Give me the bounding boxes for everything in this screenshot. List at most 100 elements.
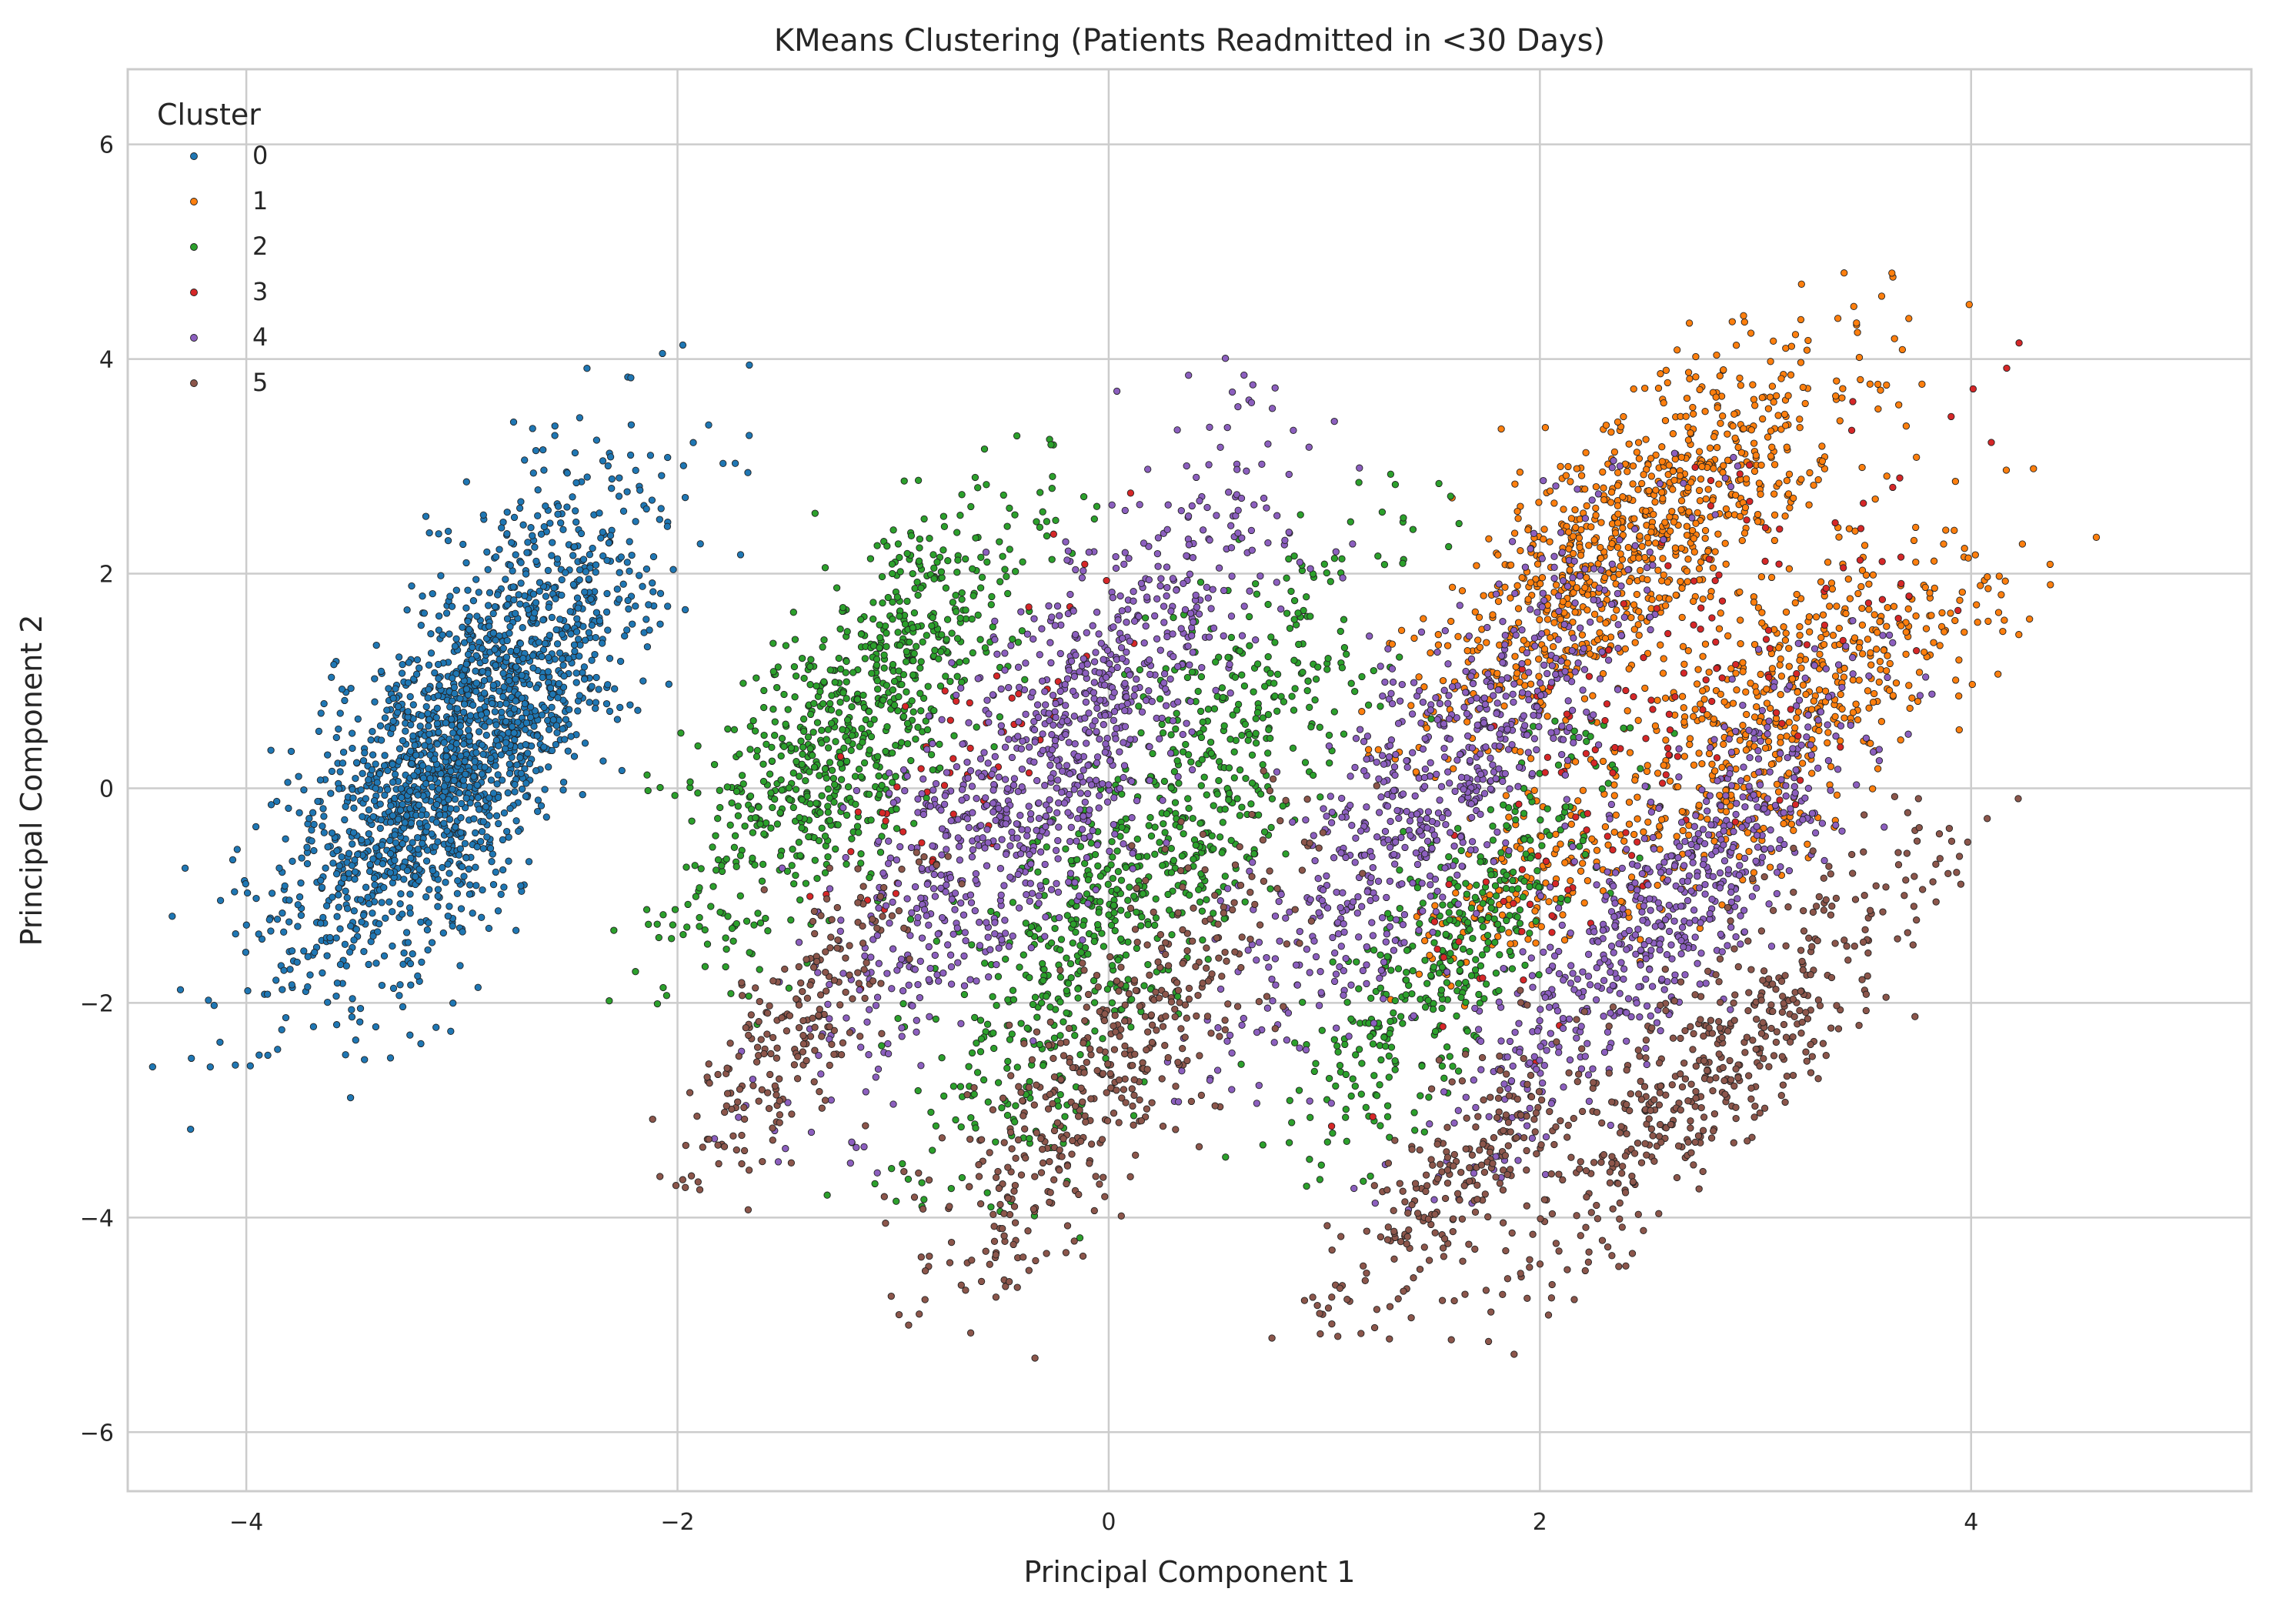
data-point (1188, 668, 1196, 676)
data-point (1019, 558, 1026, 566)
data-point (427, 649, 436, 657)
data-point (1168, 931, 1176, 939)
data-point (1610, 614, 1618, 622)
data-point (1051, 924, 1059, 933)
data-point (696, 540, 704, 548)
data-point (899, 713, 908, 720)
data-point (799, 743, 807, 751)
data-point (1435, 479, 1443, 488)
data-point (500, 809, 509, 817)
data-point (1858, 463, 1866, 472)
data-point (424, 694, 432, 702)
data-point (777, 776, 785, 784)
data-point (1610, 781, 1618, 789)
data-point (377, 816, 385, 824)
data-point (556, 616, 564, 623)
data-point (646, 626, 653, 634)
data-point (789, 609, 797, 616)
data-point (723, 855, 730, 863)
data-point (1652, 486, 1660, 494)
data-point (1266, 885, 1274, 893)
data-point (1617, 562, 1624, 570)
data-point (1785, 719, 1793, 726)
data-point (754, 909, 762, 917)
data-point (406, 787, 414, 795)
data-point (903, 597, 911, 606)
data-point (572, 679, 580, 686)
data-point (1866, 380, 1874, 388)
data-point (1576, 543, 1584, 551)
data-point (503, 530, 511, 538)
data-point (656, 620, 664, 628)
data-point (627, 374, 635, 382)
data-point (911, 585, 919, 592)
data-point (1152, 895, 1160, 903)
data-point (512, 609, 519, 617)
data-point (461, 757, 469, 766)
data-point (1683, 522, 1691, 530)
data-point (1775, 644, 1783, 652)
data-point (516, 754, 524, 762)
data-point (1918, 380, 1926, 388)
data-point (434, 903, 442, 910)
data-point (341, 816, 349, 824)
data-point (1109, 874, 1116, 883)
data-point (1818, 457, 1827, 466)
data-point (642, 616, 650, 623)
data-point (1644, 762, 1651, 769)
data-point (572, 479, 580, 487)
data-point (1984, 585, 1992, 592)
data-point (962, 606, 969, 614)
data-point (753, 674, 760, 682)
data-point (419, 839, 426, 847)
data-point (1869, 699, 1877, 706)
data-point (489, 789, 498, 797)
data-point (917, 707, 925, 715)
data-point (857, 616, 865, 623)
data-point (1720, 462, 1727, 469)
data-point (518, 694, 526, 702)
data-point (1094, 862, 1102, 870)
data-point (824, 809, 832, 816)
data-point (255, 930, 262, 938)
data-point (890, 677, 899, 686)
data-point (342, 1051, 349, 1059)
data-point (1890, 602, 1898, 610)
data-point (656, 783, 664, 792)
data-point (1370, 666, 1377, 675)
data-point (306, 971, 314, 979)
data-point (688, 817, 696, 825)
data-point (1577, 867, 1585, 875)
data-point (736, 852, 745, 859)
data-point (1036, 1040, 1043, 1049)
data-point (1282, 850, 1290, 858)
data-point (372, 1023, 380, 1031)
data-point (1080, 921, 1087, 929)
data-point (903, 549, 911, 558)
data-point (999, 552, 1006, 560)
data-point (639, 582, 646, 590)
data-point (1739, 722, 1747, 729)
data-point (436, 811, 444, 819)
data-point (1535, 655, 1543, 663)
data-point (1046, 1003, 1054, 1011)
data-point (852, 800, 859, 808)
data-point (459, 928, 466, 936)
data-point (524, 606, 532, 613)
data-point (1677, 578, 1684, 586)
data-point (1854, 716, 1862, 724)
data-point (515, 591, 522, 599)
data-point (1702, 495, 1710, 503)
data-point (1905, 315, 1913, 322)
data-point (682, 863, 690, 871)
data-point (722, 934, 729, 942)
data-point (917, 584, 925, 592)
data-point (919, 638, 926, 646)
data-point (479, 645, 486, 652)
data-point (983, 481, 990, 489)
data-point (1290, 706, 1298, 714)
data-point (967, 1113, 975, 1122)
data-point (908, 697, 916, 705)
data-point (1722, 560, 1730, 568)
data-point (936, 764, 944, 772)
